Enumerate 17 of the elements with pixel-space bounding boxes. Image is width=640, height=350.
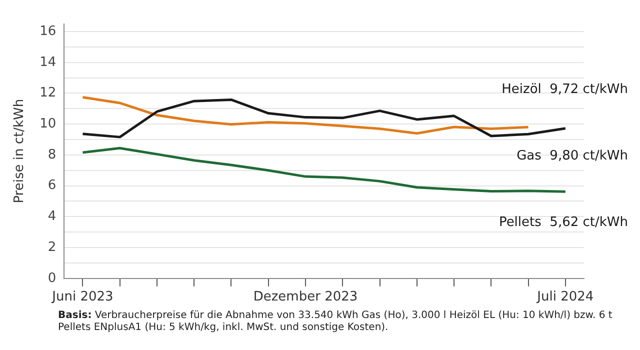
x-tick-label: Dezember 2023 (253, 290, 358, 305)
y-tick-label: 12 (40, 86, 56, 101)
text: Heizöl 9,72 ct/kWh (502, 82, 628, 97)
y-tick-label: 10 (40, 116, 56, 132)
y-tick-label: 2 (48, 240, 56, 255)
y-axis-title: Preise in ct/kWh (12, 98, 28, 204)
y-tick-label: 6 (48, 178, 56, 194)
text: Pellets 5,62 ct/kWh (498, 215, 628, 230)
x-tick-label: Juli 2024 (536, 290, 594, 305)
text: Gas 9,80 ct/kWh (516, 148, 628, 164)
y-tick-label: 4 (48, 209, 56, 224)
text: Basis: Verbraucherpreise für die Abnahme von 33.540 kWh Gas (Ho), 3.000 l Heizöl EL (Hu: 10 kWh/l) bzw. 6 t Pellets ENplusA1 (Hu: 5 kWh/kg, inkl. MwSt. und sonstige Kosten). (58, 310, 612, 333)
y-tick-label: 0 (48, 270, 56, 286)
y-tick-label: 8 (48, 147, 56, 162)
y-tick-label: 16 (40, 24, 56, 39)
x-tick-label: Juni 2023 (51, 290, 114, 305)
y-tick-label: 14 (40, 54, 56, 70)
